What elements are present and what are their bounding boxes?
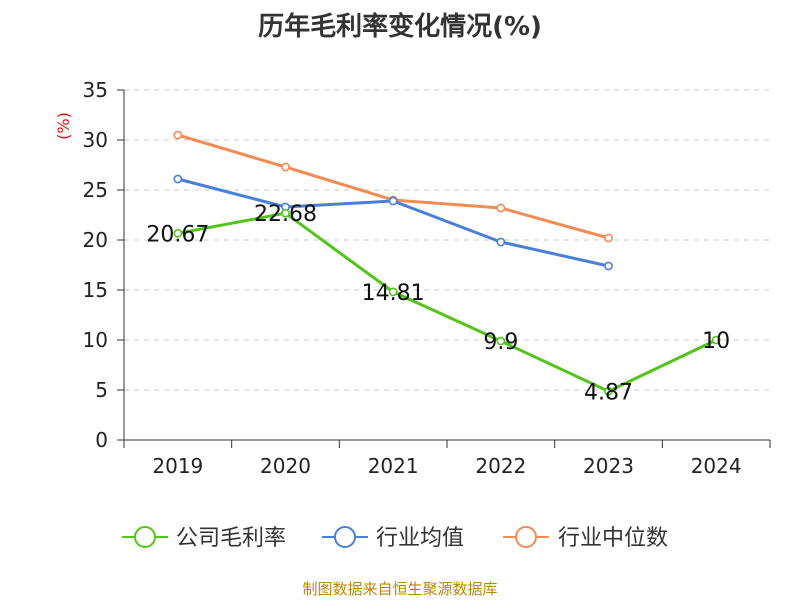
legend-label-3: 行业中位数 bbox=[558, 526, 668, 551]
x-tick-label: 2022 bbox=[475, 454, 526, 478]
x-tick-label: 2019 bbox=[152, 454, 203, 478]
y-tick-label: 15 bbox=[83, 278, 108, 302]
data-label: 10 bbox=[702, 329, 730, 354]
data-label: 20.67 bbox=[146, 222, 209, 247]
data-label: 4.87 bbox=[584, 380, 633, 405]
data-point bbox=[496, 237, 506, 247]
grid-lines bbox=[124, 89, 770, 391]
data-point bbox=[604, 233, 613, 243]
legend-label-2: 行业均值 bbox=[376, 526, 464, 551]
data-point bbox=[281, 162, 290, 172]
legend-label-1: 公司毛利率 bbox=[176, 526, 286, 551]
y-tick-label: 20 bbox=[83, 228, 108, 252]
data-point bbox=[604, 386, 613, 396]
chart-title: 历年毛利率变化情况(%) bbox=[258, 12, 542, 42]
y-axis-label: (%) bbox=[54, 112, 73, 140]
x-tick-label: 2023 bbox=[583, 454, 634, 478]
data-label: 22.68 bbox=[254, 202, 317, 227]
legend: 公司毛利率 行业均值 行业中位数 bbox=[122, 526, 668, 551]
legend-marker-2 bbox=[334, 526, 356, 548]
series-lines bbox=[173, 130, 721, 396]
y-tick-label: 35 bbox=[83, 78, 108, 102]
data-point bbox=[173, 130, 183, 140]
x-tick-label: 2020 bbox=[260, 454, 311, 478]
data-labels: 20.67 22.68 14.81 9.9 4.87 10 bbox=[146, 202, 730, 405]
data-point bbox=[711, 335, 721, 345]
y-tick-label: 25 bbox=[83, 178, 108, 202]
data-point bbox=[281, 208, 290, 218]
series-line-1 bbox=[177, 211, 717, 393]
x-tick-label: 2021 bbox=[368, 454, 419, 478]
y-tick-label: 10 bbox=[83, 328, 108, 352]
x-tick-label: 2024 bbox=[691, 454, 742, 478]
legend-marker-1 bbox=[134, 526, 156, 548]
data-label: 14.81 bbox=[362, 281, 425, 306]
y-tick-label: 30 bbox=[83, 128, 108, 152]
y-tick-label: 5 bbox=[95, 378, 108, 402]
axes: 0 5 10 15 20 25 30 35 (%) 2019 2020 2021 2022 2023 202… bbox=[54, 78, 771, 478]
data-point bbox=[173, 228, 183, 238]
y-tick-label: 0 bbox=[95, 428, 108, 452]
data-point bbox=[496, 203, 506, 213]
data-point bbox=[496, 336, 506, 346]
data-label: 9.9 bbox=[483, 330, 518, 355]
data-point bbox=[388, 196, 398, 206]
data-source-note: 制图数据来自恒生聚源数据库 bbox=[302, 580, 498, 598]
data-point bbox=[173, 174, 183, 184]
data-point bbox=[388, 287, 398, 297]
legend-marker-3 bbox=[515, 526, 537, 548]
data-point bbox=[604, 261, 613, 271]
